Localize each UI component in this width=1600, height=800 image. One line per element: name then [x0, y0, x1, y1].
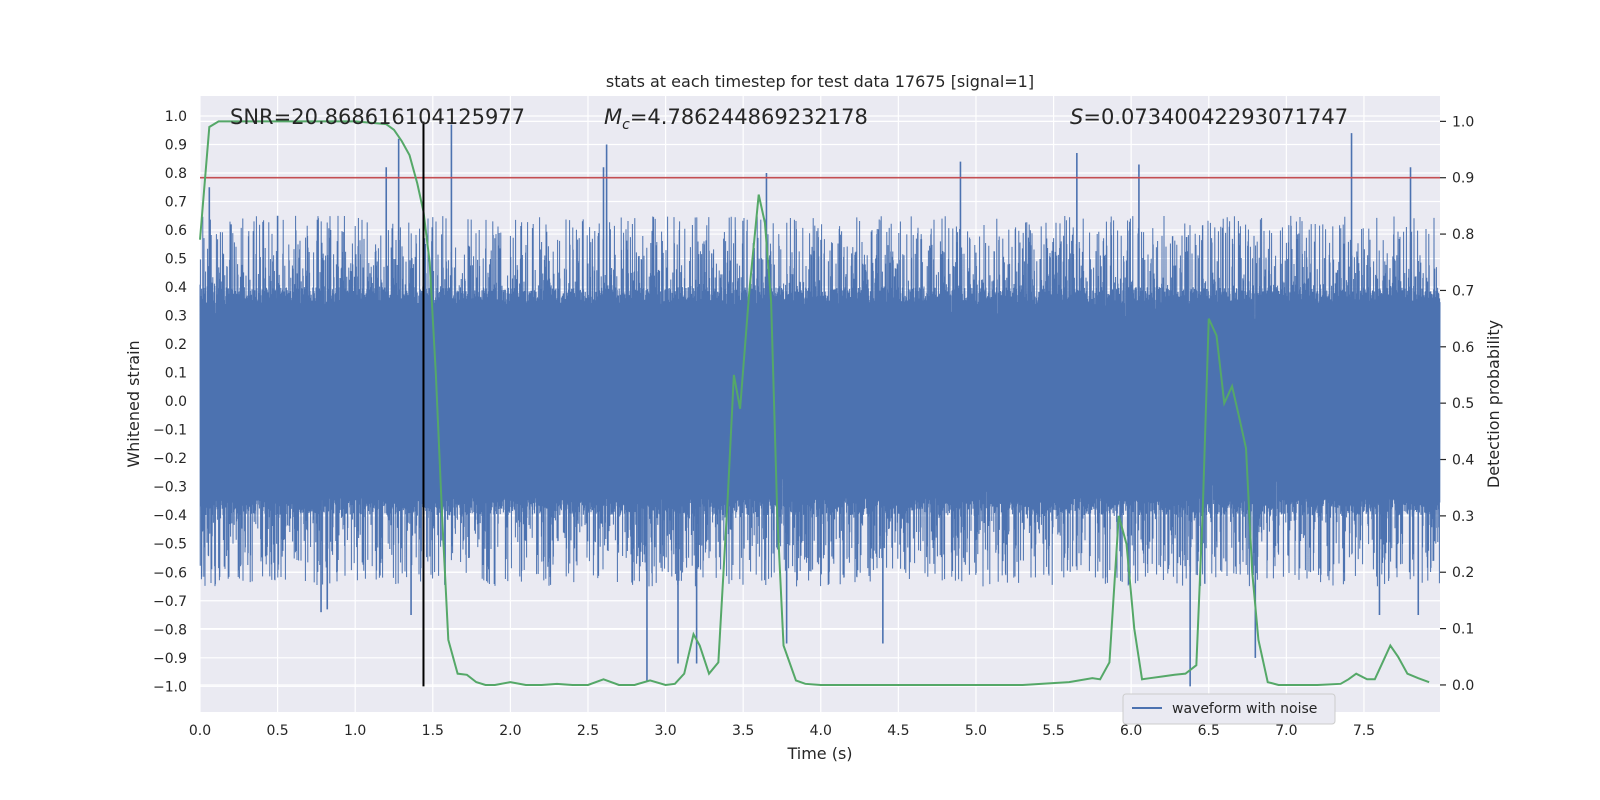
legend: waveform with noise — [1122, 693, 1336, 725]
snr-annotation: SNR=20.868616104125977 — [230, 105, 525, 129]
y2-tick-label: 0.1 — [1452, 622, 1474, 638]
y-tick-label: 0.4 — [165, 280, 187, 296]
mc-annotation: Mc=4.786244869232178 — [604, 105, 868, 133]
y2-tick-label: 0.5 — [1452, 396, 1474, 412]
x-tick-label: 0.5 — [266, 723, 288, 739]
x-tick-label: 0.0 — [189, 723, 211, 739]
y2-tick-label: 0.0 — [1452, 678, 1474, 694]
x-tick-label: 4.5 — [887, 723, 909, 739]
y-tick-label: −0.1 — [153, 423, 187, 439]
y-tick-label: 0.2 — [165, 337, 187, 353]
x-tick-label: 7.0 — [1275, 723, 1297, 739]
y2-tick-label: 1.0 — [1452, 114, 1474, 130]
y2-tick-label: 0.2 — [1452, 565, 1474, 581]
y-tick-label: −0.4 — [153, 508, 187, 524]
y-tick-label: 0.5 — [165, 252, 187, 268]
mc-value: =4.786244869232178 — [630, 105, 868, 129]
mc-subscript: c — [622, 117, 630, 133]
x-tick-label: 3.5 — [732, 723, 754, 739]
waveform-series — [199, 124, 1441, 687]
x-tick-label: 2.5 — [577, 723, 599, 739]
y2-tick-label: 0.4 — [1452, 453, 1474, 469]
x-tick-label: 4.0 — [810, 723, 832, 739]
y2-tick-label: 0.7 — [1452, 283, 1474, 299]
x-axis-label: Time (s) — [786, 744, 852, 763]
y-tick-label: 0.8 — [165, 166, 187, 182]
y2-tick-label: 0.8 — [1452, 227, 1474, 243]
y-axis-label: Whitened strain — [124, 340, 143, 467]
y2-tick-label: 0.9 — [1452, 171, 1474, 187]
y-tick-label: −0.3 — [153, 480, 187, 496]
y-tick-label: −0.5 — [153, 537, 187, 553]
y-tick-label: −0.9 — [153, 651, 187, 667]
y-tick-label: 0.0 — [165, 394, 187, 410]
mc-symbol: M — [604, 105, 622, 129]
x-tick-label: 3.0 — [654, 723, 676, 739]
y-tick-label: −0.2 — [153, 451, 187, 467]
y-tick-label: 0.7 — [165, 195, 187, 211]
y-tick-labels: −1.0 −0.9 −0.8 −0.7 −0.6 −0.5 −0.4 −0.3 −0.2 −0.1… — [153, 109, 187, 695]
legend-box — [1122, 693, 1336, 725]
x-tick-labels: 0.0 0.5 1.0 1.5 2.0 2.5 3.0 3.5 4.0 4.5 5.0 5.5 6.0 6… — [189, 723, 1375, 739]
legend-label: waveform with noise — [1172, 701, 1317, 717]
y-tick-label: −1.0 — [153, 679, 187, 695]
s-value: =0.07340042293071747 — [1083, 105, 1348, 129]
y2-tick-label: 0.3 — [1452, 509, 1474, 525]
x-tick-label: 7.5 — [1353, 723, 1375, 739]
y-tick-label: 1.0 — [165, 109, 187, 125]
s-annotation: S=0.07340042293071747 — [1070, 105, 1348, 129]
x-tick-label: 2.0 — [499, 723, 521, 739]
x-tick-label: 5.5 — [1042, 723, 1064, 739]
y-tick-label: −0.8 — [153, 622, 187, 638]
y-tick-label: −0.6 — [153, 565, 187, 581]
x-tick-label: 1.5 — [422, 723, 444, 739]
x-tick-label: 5.0 — [965, 723, 987, 739]
x-tick-label: 6.5 — [1198, 723, 1220, 739]
x-tick-label: 6.0 — [1120, 723, 1142, 739]
s-symbol: S — [1070, 105, 1083, 129]
chart-title: stats at each timestep for test data 176… — [606, 72, 1034, 91]
waveform-noise-path — [199, 215, 1441, 587]
y2-axis-label: Detection probability — [1484, 320, 1503, 488]
y-tick-label: 0.9 — [165, 137, 187, 153]
y2-tick-labels: 0.0 0.1 0.2 0.3 0.4 0.5 0.6 0.7 0.8 0.9 1.0 — [1452, 114, 1474, 694]
y2-tick-label: 0.6 — [1452, 340, 1474, 356]
detection-probability-line — [199, 120, 1430, 686]
y-tick-label: 0.6 — [165, 223, 187, 239]
y-tick-label: 0.3 — [165, 309, 187, 325]
y-tick-label: −0.7 — [153, 594, 187, 610]
y-tick-label: 0.1 — [165, 366, 187, 382]
x-tick-label: 1.0 — [344, 723, 366, 739]
